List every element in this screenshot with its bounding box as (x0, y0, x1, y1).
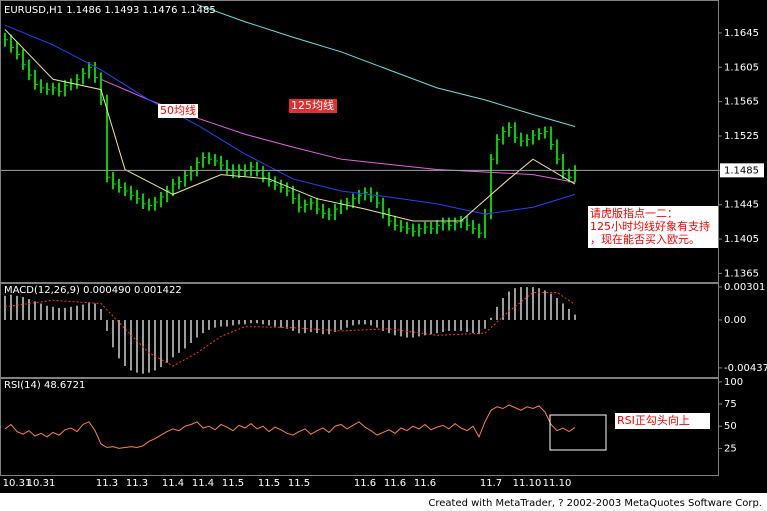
y-tick-label: 1.1445 (724, 200, 759, 211)
highlight-box (549, 414, 607, 451)
plot-layer: 1.1645 1.1605 1.1565 1.1525 1.1485 1.1445 1.14… (1, 4, 767, 489)
y-tick-label: 1.1405 (724, 234, 759, 245)
signal-line (4, 292, 576, 367)
y-tick-label: 1.1605 (724, 62, 759, 73)
macd-panel (0, 283, 719, 378)
comment-line: 125小时均线好象有支持 (590, 219, 710, 233)
comment-line: 请虎版指点一二： (590, 206, 678, 220)
x-tick-label: 10.31 (27, 478, 56, 489)
comment-box (588, 206, 718, 248)
x-tick-label: 11.7 (480, 478, 502, 489)
annotation-box (158, 104, 198, 118)
rsi-title: RSI(14) 48.6721 (4, 380, 85, 391)
moving-average (4, 29, 576, 222)
x-tick-label: 11.6 (414, 478, 436, 489)
moving-average (4, 24, 576, 215)
main-title: EURUSD,H1 1.1486 1.1493 1.1476 1.1485 (4, 5, 216, 16)
y-tick-label: 1.1485 (724, 165, 759, 176)
macd-title: MACD(12,26,9) 0.000490 0.001422 (4, 285, 182, 296)
y-tick-label: 100 (724, 377, 743, 388)
rsi-panel (0, 378, 719, 476)
annotation-box (615, 413, 710, 429)
y-tick-label: 1.1365 (724, 268, 759, 279)
y-tick-label: -0.00437 (724, 363, 767, 374)
footer: Created with MetaTrader, ? 2002-2003 Met… (428, 498, 762, 509)
y-tick-label: 25 (724, 443, 737, 454)
current-price-label-bg (720, 163, 764, 178)
y-tick-label: 1.1565 (724, 97, 759, 108)
x-tick-label: 11.3 (126, 478, 148, 489)
moving-average (196, 4, 576, 128)
x-tick-label: 11.4 (192, 478, 214, 489)
y-tick-label: 75 (724, 399, 737, 410)
annotation-box (289, 99, 337, 113)
y-tick-label: 0.00301 (724, 282, 765, 293)
x-tick-label: 11.4 (162, 478, 184, 489)
y-tick-label: 0.00 (724, 315, 746, 326)
x-tick-label: 11.6 (354, 478, 376, 489)
y-tick-label: 50 (724, 421, 737, 432)
comment-line: ，现在能否买入欧元。 (590, 232, 700, 246)
y-tick-label: 1.1645 (724, 28, 759, 39)
y-tick-label: 1.1525 (724, 131, 759, 142)
x-tick-label: 10.31 (3, 478, 32, 489)
annotation: 125均线 (291, 98, 334, 112)
x-tick-label: 11.6 (384, 478, 406, 489)
x-tick-label: 11.10 (513, 478, 542, 489)
annotation: 50均线 (160, 103, 196, 117)
x-tick-label: 11.5 (222, 478, 244, 489)
x-tick-label: 11.5 (288, 478, 310, 489)
x-tick-label: 11.10 (543, 478, 572, 489)
annotation: RSI正勾头向上 (617, 413, 690, 427)
x-tick-label: 11.3 (96, 478, 118, 489)
footer-bar (0, 493, 767, 511)
x-tick-label: 11.5 (258, 478, 280, 489)
main-panel (0, 0, 719, 283)
rsi-line (4, 404, 576, 449)
